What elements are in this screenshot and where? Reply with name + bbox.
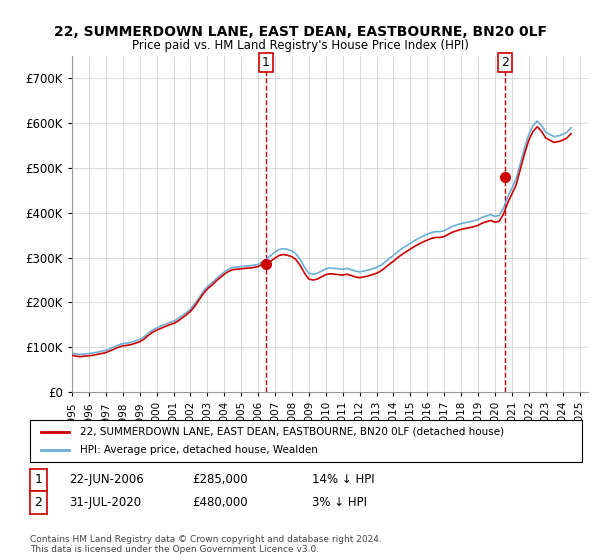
Text: 22-JUN-2006: 22-JUN-2006 <box>69 473 144 487</box>
Text: 2: 2 <box>34 496 43 509</box>
Text: 2: 2 <box>501 56 509 69</box>
Text: 3% ↓ HPI: 3% ↓ HPI <box>312 496 367 509</box>
Text: £480,000: £480,000 <box>192 496 248 509</box>
Text: 31-JUL-2020: 31-JUL-2020 <box>69 496 141 509</box>
Text: 22, SUMMERDOWN LANE, EAST DEAN, EASTBOURNE, BN20 0LF (detached house): 22, SUMMERDOWN LANE, EAST DEAN, EASTBOUR… <box>80 427 504 437</box>
Text: 1: 1 <box>262 56 270 69</box>
Text: Price paid vs. HM Land Registry's House Price Index (HPI): Price paid vs. HM Land Registry's House … <box>131 39 469 52</box>
Text: HPI: Average price, detached house, Wealden: HPI: Average price, detached house, Weal… <box>80 445 317 455</box>
Text: 14% ↓ HPI: 14% ↓ HPI <box>312 473 374 487</box>
Text: Contains HM Land Registry data © Crown copyright and database right 2024.
This d: Contains HM Land Registry data © Crown c… <box>30 535 382 554</box>
Text: £285,000: £285,000 <box>192 473 248 487</box>
Text: 22, SUMMERDOWN LANE, EAST DEAN, EASTBOURNE, BN20 0LF: 22, SUMMERDOWN LANE, EAST DEAN, EASTBOUR… <box>53 25 547 39</box>
Text: 1: 1 <box>34 473 43 487</box>
